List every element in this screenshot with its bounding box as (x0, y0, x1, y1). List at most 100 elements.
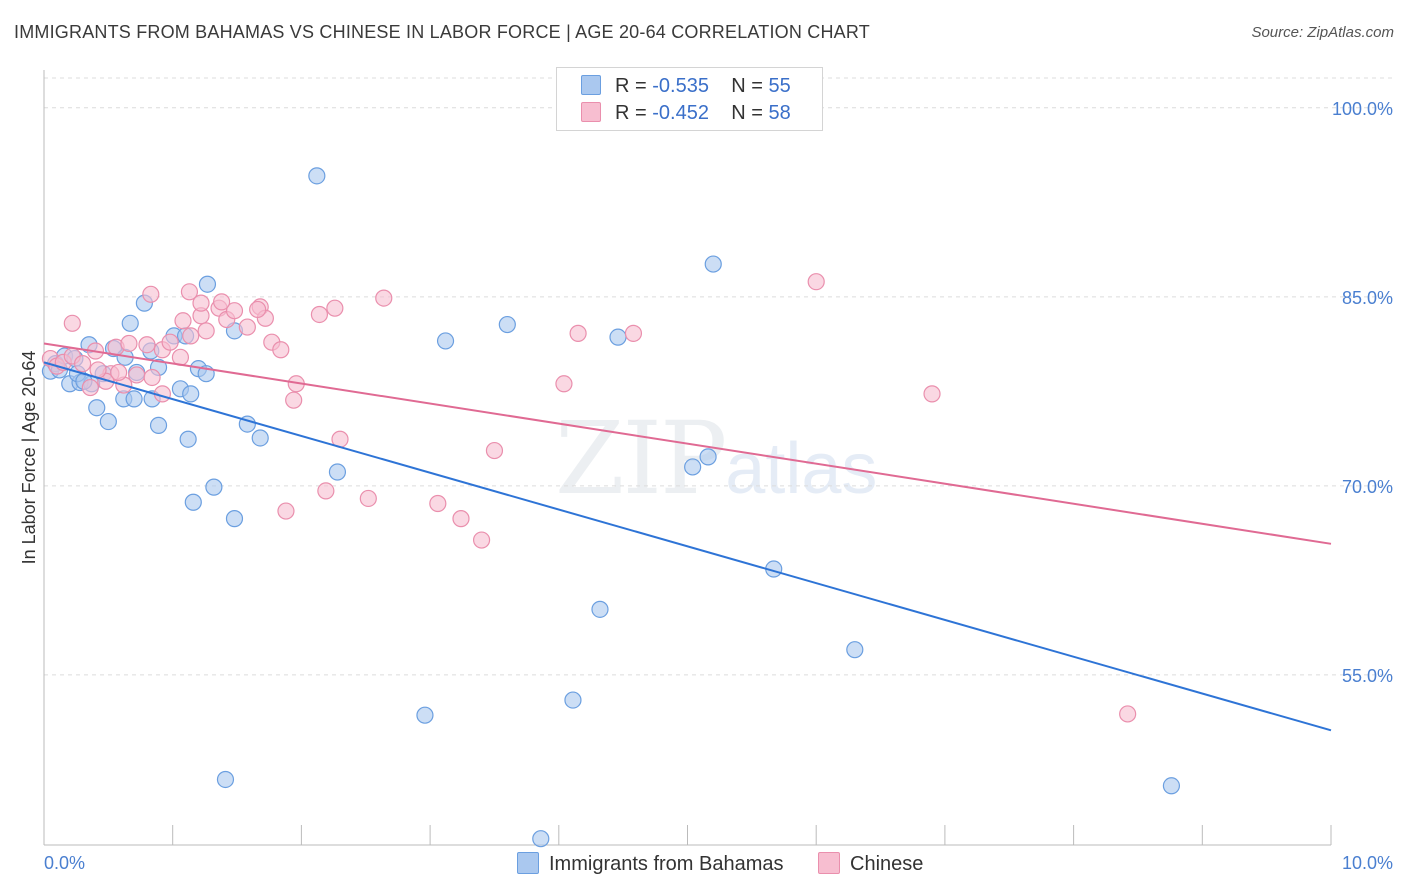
bahamas-point (182, 385, 200, 403)
bottom-legend-label: Chinese (850, 853, 924, 875)
chinese-point (128, 366, 146, 384)
x-tick-label: 10.0% (1342, 853, 1393, 873)
bahamas-point (609, 328, 627, 346)
chinese-point (197, 322, 215, 340)
chinese-point (485, 441, 504, 460)
series-chinese-points (41, 273, 1137, 723)
legend-r-value: -0.535 (652, 75, 709, 97)
chinese-point (182, 327, 200, 345)
chinese-point (569, 324, 587, 342)
legend-r-value: -0.452 (652, 102, 709, 124)
bahamas-point (184, 493, 202, 511)
bahamas-trend-line (43, 361, 1332, 732)
bahamas-point (328, 463, 347, 481)
chinese-point (81, 378, 99, 397)
trend-layer (43, 342, 1332, 732)
legend-r-label: R = (615, 102, 647, 124)
chinese-point (120, 334, 138, 353)
chinese-point (923, 385, 941, 403)
chinese-point (310, 305, 329, 324)
chinese-point (1119, 705, 1137, 723)
chinese-point (225, 302, 244, 320)
bottom-legend-bahamas[interactable]: Immigrants from Bahamas (517, 852, 784, 876)
chart-title: IMMIGRANTS FROM BAHAMAS VS CHINESE IN LA… (14, 22, 870, 42)
x-tick-label: 0.0% (44, 853, 85, 873)
legend-swatch-blue (581, 75, 601, 95)
chinese-point (213, 293, 231, 311)
chinese-point (249, 300, 267, 319)
bahamas-point (846, 641, 864, 659)
bahamas-point (121, 314, 139, 332)
bahamas-point (436, 332, 455, 350)
bahamas-point (125, 390, 143, 408)
legend-swatch-pink (581, 102, 601, 122)
bahamas-point (225, 510, 244, 528)
series-bahamas-points (41, 167, 1181, 848)
chinese-point (317, 482, 335, 500)
bahamas-point (498, 315, 516, 334)
bahamas-point (88, 399, 106, 417)
y-tick-label: 100.0% (1332, 99, 1393, 119)
bahamas-point (704, 255, 722, 273)
bottom-legend-label: Immigrants from Bahamas (549, 853, 784, 875)
bahamas-point (684, 458, 702, 476)
chinese-point (174, 312, 192, 330)
chinese-point (555, 375, 573, 393)
chinese-point (452, 510, 470, 528)
legend-row-bahamas: R = -0.535 N = 55 (581, 75, 791, 99)
bahamas-point (416, 706, 434, 724)
chinese-point (326, 299, 344, 317)
bahamas-point (308, 167, 326, 185)
chinese-point (63, 314, 81, 332)
chinese-point (238, 318, 256, 336)
legend-n-value: 58 (768, 102, 791, 124)
chinese-point (161, 333, 179, 351)
bahamas-point (564, 691, 582, 709)
chinese-point (192, 294, 210, 312)
bahamas-point (216, 770, 235, 789)
chinese-point (143, 368, 161, 387)
axis-layer (43, 70, 1332, 846)
legend-n-value: 55 (768, 75, 791, 97)
chinese-trend-line (43, 342, 1332, 545)
chinese-point (142, 285, 160, 303)
bahamas-point (532, 830, 550, 848)
grid-layer (44, 77, 1395, 676)
chinese-point (110, 363, 128, 382)
chinese-point (138, 336, 156, 354)
bahamas-point (179, 430, 197, 448)
bottom-legend-chinese[interactable]: Chinese (818, 852, 923, 876)
y-tick-label: 55.0% (1342, 666, 1393, 686)
chinese-point (359, 489, 377, 508)
chinese-point (180, 283, 199, 301)
chinese-point (272, 341, 290, 359)
correlation-legend: R = -0.535 N = 55 R = -0.452 N = 58 (556, 67, 823, 131)
bahamas-point (1162, 777, 1181, 795)
y-tick-label: 85.0% (1342, 288, 1393, 308)
bahamas-point (205, 478, 223, 496)
chinese-point (285, 391, 303, 409)
bahamas-point (198, 275, 217, 293)
bahamas-point (699, 448, 717, 466)
chinese-point (429, 494, 447, 513)
legend-row-chinese: R = -0.452 N = 58 (581, 102, 791, 126)
legend-r-label: R = (615, 75, 647, 97)
chinese-point (277, 502, 295, 520)
chinese-point (807, 273, 825, 291)
chart-source: Source: ZipAtlas.com (1251, 24, 1394, 41)
bottom-legend-swatch-pink (818, 852, 840, 874)
legend-n-label: N = (731, 102, 763, 124)
bahamas-point (99, 412, 117, 431)
legend-n-label: N = (731, 75, 763, 97)
bahamas-point (149, 416, 168, 434)
chinese-point (472, 531, 491, 549)
bottom-legend-swatch-blue (517, 852, 539, 874)
label-layer: 55.0% 70.0% 85.0% 100.0% 0.0% 10.0% In Labor F… (19, 99, 1393, 873)
bahamas-point (251, 429, 269, 447)
bahamas-point (591, 600, 609, 618)
y-axis-title: In Labor Force | Age 20-64 (19, 351, 39, 565)
chinese-point (375, 289, 393, 307)
y-tick-label: 70.0% (1342, 477, 1393, 497)
chinese-point (74, 355, 92, 373)
chinese-point (624, 324, 643, 342)
